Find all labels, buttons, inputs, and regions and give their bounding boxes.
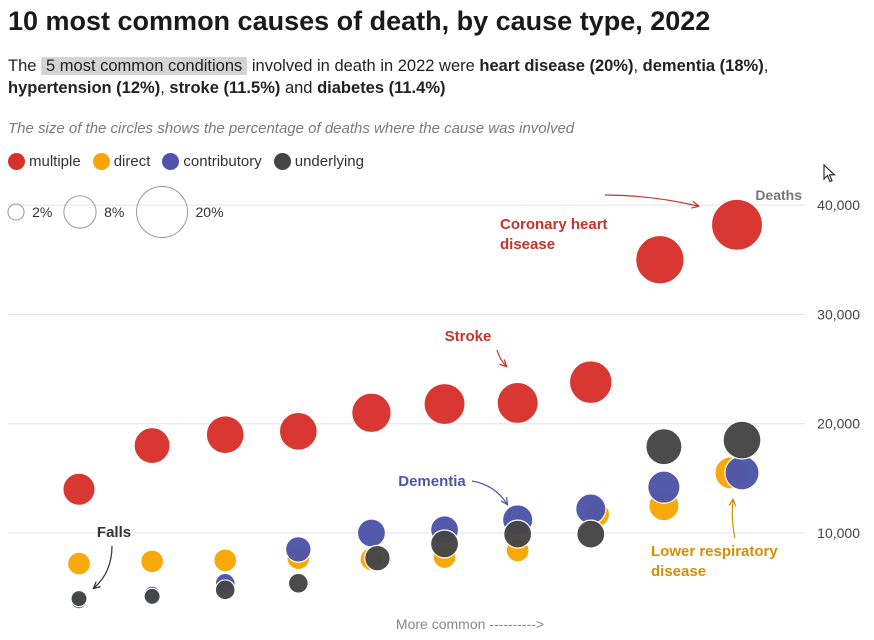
y-tick-label: 20,000 [817,416,860,432]
bubble-multiple [278,411,318,451]
annotation-arrow [732,500,735,539]
bubble-multiple [62,472,96,507]
bubble-underlying [143,587,161,606]
annotation-lower-respiratory-disease: disease [651,563,706,580]
y-tick-label: 30,000 [817,306,860,322]
legend-item-contributory[interactable]: contributory [162,153,262,170]
chart-subtitle: The 5 most common conditions involved in… [8,55,828,99]
bubble-multiple [635,234,685,285]
subtitle-item-dementia: dementia (18%) [642,57,764,75]
bubble-multiple [710,198,764,251]
subtitle-highlight: 5 most common conditions [41,57,248,75]
annotation-stroke: Stroke [445,328,492,345]
annotation-arrow [496,349,506,366]
subtitle-middle: involved in death in 2022 were [251,57,475,75]
annotation-lower-respiratory-disease: Lower respiratory [651,543,778,560]
subtitle-item-stroke: stroke (11.5%) [169,79,281,97]
size-legend-circle [63,195,97,229]
size-note: The size of the circles shows the percen… [8,120,575,137]
legend-label-multiple: multiple [29,153,81,170]
annotation-arrow [604,194,698,206]
bubble-multiple [568,360,613,405]
bubble-contributory [356,518,387,548]
legend-item-underlying[interactable]: underlying [273,153,364,170]
subtitle-sep: , [160,79,165,97]
y-axis-label: Deaths [755,187,802,203]
size-legend-label: 2% [32,204,52,220]
x-axis-label: More common ----------> [396,616,544,632]
annotation-dementia: Dementia [398,473,466,490]
bubble-multiple [423,382,466,426]
bubble-underlying [503,519,533,549]
legend-swatch-contributory [162,153,180,170]
bubble-underlying [364,544,391,572]
bubble-contributory [724,455,760,491]
size-legend-label: 20% [196,204,224,220]
bubble-underlying [722,420,762,460]
legend-swatch-underlying [273,153,291,170]
subtitle-prefix: The [8,57,37,75]
bubble-direct [213,548,238,573]
bubble-multiple [133,426,171,465]
bubble-underlying [214,579,236,601]
bubble-direct [140,549,165,574]
subtitle-sep: , [633,57,639,75]
bubble-contributory [647,470,681,504]
bubble-multiple [351,392,392,434]
size-legend-label: 8% [104,204,124,220]
annotation-coronary-heart-disease: Coronary heart [500,216,608,233]
legend-item-multiple[interactable]: multiple [8,153,81,170]
annotation-arrow [471,480,507,504]
legend-label-contributory: contributory [183,153,262,170]
legend-swatch-direct [92,153,110,170]
subtitle-item-heart-disease: heart disease (20%) [479,57,634,75]
subtitle-item-diabetes: diabetes (11.4%) [317,79,446,97]
legend-label-direct: direct [113,153,151,170]
bubble-multiple [496,381,539,425]
size-legend-circle [136,186,188,238]
bubble-contributory [284,536,312,563]
bubble-direct [66,551,92,576]
legend-swatch-multiple [8,153,25,170]
legend-item-direct[interactable]: direct [92,153,151,170]
bubble-multiple [205,415,245,455]
color-legend: multiple direct contributory underlying [8,153,376,170]
bubble-underlying [70,589,88,608]
bubble-underlying [429,529,460,559]
bubble-underlying [576,519,606,549]
bubble-contributory [575,493,607,525]
legend-label-underlying: underlying [294,153,364,170]
y-tick-label: 40,000 [817,197,860,213]
size-legend-circle [7,203,25,221]
bubble-underlying [645,428,683,466]
annotation-falls: Falls [97,524,131,541]
chart-title: 10 most common causes of death, by cause… [8,6,711,36]
subtitle-item-hypertension: hypertension (12%) [8,79,161,97]
subtitle-sep: and [280,79,313,97]
annotation-coronary-heart-disease: disease [500,236,555,253]
y-tick-label: 10,000 [817,525,860,541]
mouse-pointer-icon [823,164,836,183]
annotation-arrow [94,545,113,588]
subtitle-sep: , [763,57,769,75]
bubble-underlying [287,572,309,594]
